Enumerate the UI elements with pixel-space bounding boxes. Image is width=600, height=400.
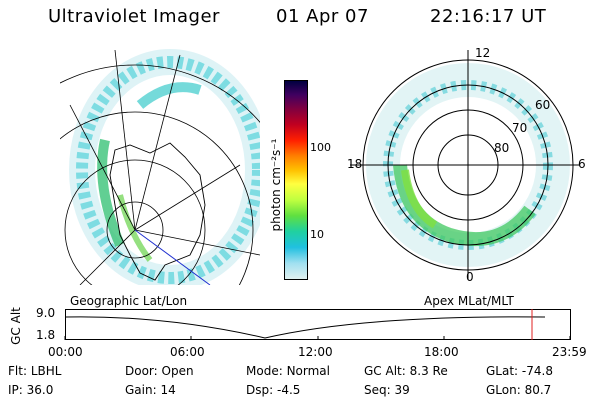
status-gain: Gain: 14 bbox=[125, 383, 176, 397]
timeline-tick-1800: 18:00 bbox=[424, 345, 459, 359]
date-label: 01 Apr 07 bbox=[276, 6, 369, 27]
status-glat: GLat: -74.8 bbox=[486, 364, 553, 378]
mlat-label-70: 70 bbox=[512, 121, 528, 135]
magnetic-polar-plot bbox=[350, 50, 580, 280]
mlt-label-12: 12 bbox=[475, 46, 491, 60]
timeline-tick-0000: 00:00 bbox=[48, 345, 83, 359]
timeline-axis-label: GC Alt bbox=[9, 307, 23, 345]
timeline-tick-2359: 23:59 bbox=[552, 345, 587, 359]
status-door: Door: Open bbox=[125, 364, 194, 378]
status-flt: Flt: LBHL bbox=[8, 364, 62, 378]
left-panel-label: Geographic Lat/Lon bbox=[70, 294, 188, 308]
colorbar-tick-10: 10 bbox=[310, 228, 324, 241]
timeline-tick-1200: 12:00 bbox=[298, 345, 333, 359]
colorbar-tick-100: 100 bbox=[310, 141, 331, 154]
mlat-label-80: 80 bbox=[494, 141, 510, 155]
timeline-ymin: 1.8 bbox=[36, 328, 56, 342]
altitude-timeline bbox=[64, 309, 571, 340]
time-label: 22:16:17 UT bbox=[430, 6, 547, 27]
status-gc-alt: GC Alt: 8.3 Re bbox=[364, 364, 448, 378]
timeline-ymax: 9.0 bbox=[36, 306, 56, 320]
status-ip: IP: 36.0 bbox=[8, 383, 54, 397]
status-seq: Seq: 39 bbox=[364, 383, 410, 397]
right-panel-label: Apex MLat/MLT bbox=[424, 294, 514, 308]
geographic-map bbox=[60, 49, 260, 285]
status-glon: GLon: 80.7 bbox=[486, 383, 552, 397]
status-mode: Mode: Normal bbox=[246, 364, 330, 378]
mlt-label-6: 6 bbox=[578, 157, 586, 171]
status-dsp: Dsp: -4.5 bbox=[246, 383, 301, 397]
colorbar bbox=[284, 80, 308, 280]
timeline-tick-0600: 06:00 bbox=[170, 345, 205, 359]
auroral-emission-left bbox=[69, 49, 260, 285]
mlat-label-60: 60 bbox=[535, 98, 551, 112]
mlt-label-0: 0 bbox=[466, 270, 474, 284]
mlt-label-18: 18 bbox=[347, 157, 363, 171]
instrument-title: Ultraviolet Imager bbox=[48, 6, 220, 27]
colorbar-label: photon cm⁻²s⁻¹ bbox=[269, 138, 283, 232]
